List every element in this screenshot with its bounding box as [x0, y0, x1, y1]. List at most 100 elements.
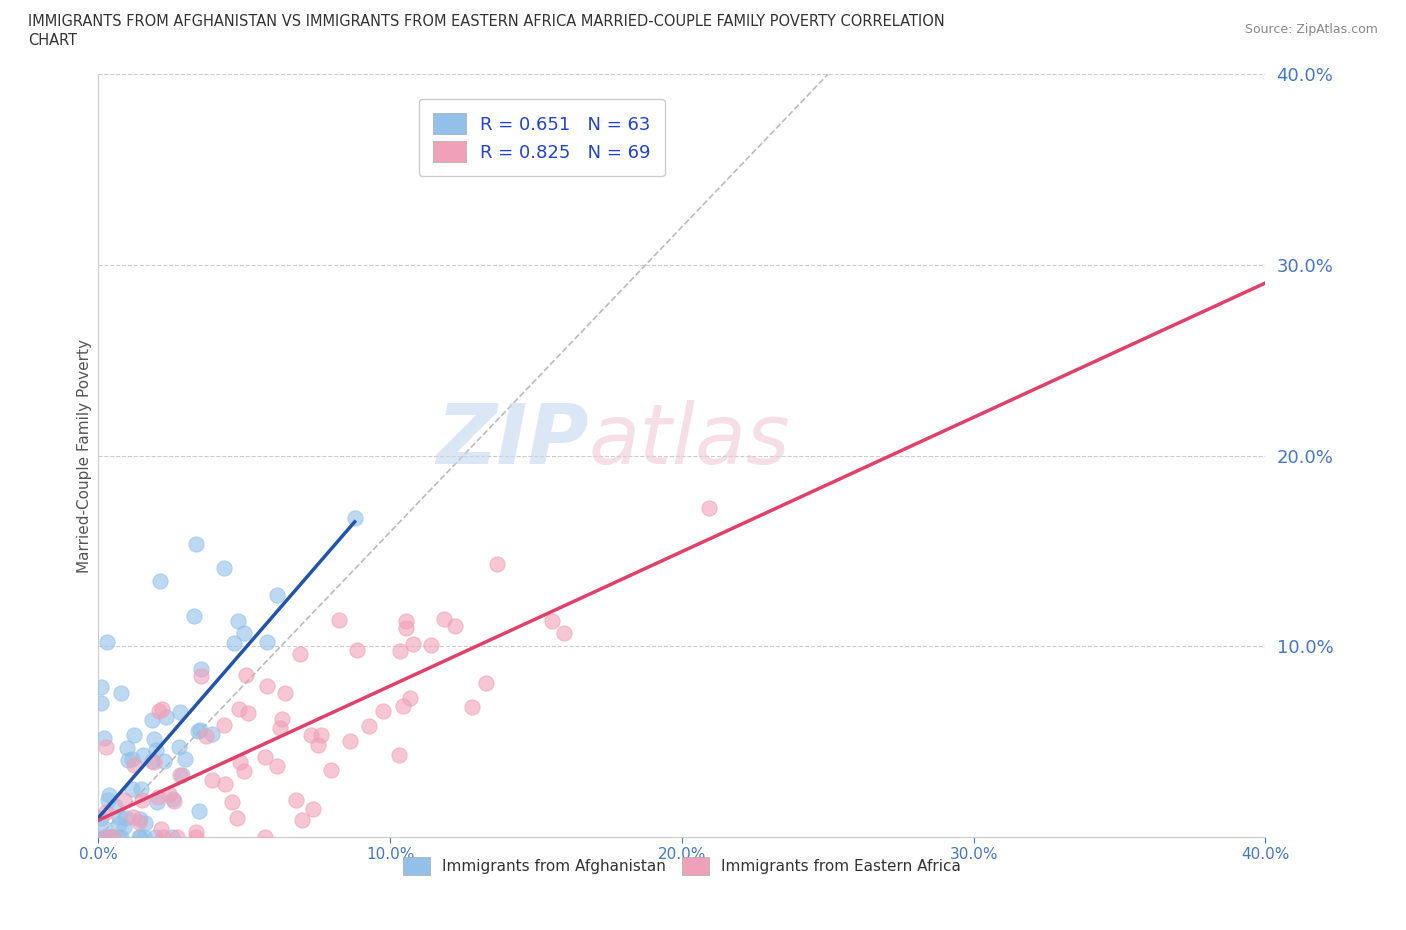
- Point: [122, 727, 145, 742]
- Point: [132, 830, 155, 844]
- Point: [201, 773, 224, 788]
- Point: [392, 698, 415, 713]
- Point: [162, 791, 184, 806]
- Point: [184, 830, 207, 844]
- Point: [148, 703, 170, 718]
- Point: [93, 820, 115, 835]
- Point: [169, 705, 191, 720]
- Point: [146, 794, 169, 809]
- Point: [270, 711, 292, 726]
- Point: [236, 706, 259, 721]
- Point: [100, 830, 122, 844]
- Point: [129, 811, 152, 826]
- Point: [184, 537, 207, 551]
- Point: [124, 758, 146, 773]
- Point: [131, 792, 153, 807]
- Point: [285, 792, 308, 807]
- Point: [170, 767, 193, 782]
- Point: [253, 750, 276, 764]
- Point: [121, 751, 143, 766]
- Point: [388, 748, 411, 763]
- Point: [90, 680, 112, 695]
- Point: [98, 830, 121, 844]
- Point: [319, 763, 342, 777]
- Point: [90, 696, 112, 711]
- Point: [475, 676, 498, 691]
- Point: [233, 625, 256, 640]
- Point: [100, 830, 122, 844]
- Point: [399, 690, 422, 705]
- Point: [212, 561, 235, 576]
- Point: [122, 810, 145, 825]
- Point: [233, 764, 256, 778]
- Point: [187, 804, 209, 818]
- Point: [388, 644, 411, 658]
- Point: [311, 727, 333, 742]
- Point: [166, 830, 188, 844]
- Point: [115, 740, 138, 755]
- Point: [371, 703, 394, 718]
- Point: [226, 613, 249, 628]
- Point: [163, 794, 186, 809]
- Point: [94, 830, 117, 844]
- Point: [142, 732, 165, 747]
- Point: [110, 685, 132, 700]
- Point: [167, 740, 190, 755]
- Point: [184, 824, 207, 839]
- Point: [221, 794, 243, 809]
- Point: [129, 830, 152, 844]
- Point: [461, 700, 484, 715]
- Point: [104, 799, 127, 814]
- Text: Source: ZipAtlas.com: Source: ZipAtlas.com: [1244, 23, 1378, 36]
- Text: CHART: CHART: [28, 33, 77, 47]
- Point: [433, 611, 456, 626]
- Point: [339, 734, 361, 749]
- Point: [141, 754, 163, 769]
- Point: [201, 726, 224, 741]
- Point: [96, 634, 118, 649]
- Point: [190, 669, 212, 684]
- Point: [94, 739, 117, 754]
- Text: IMMIGRANTS FROM AFGHANISTAN VS IMMIGRANTS FROM EASTERN AFRICA MARRIED-COUPLE FAM: IMMIGRANTS FROM AFGHANISTAN VS IMMIGRANT…: [28, 14, 945, 29]
- Point: [131, 782, 153, 797]
- Point: [253, 830, 276, 844]
- Point: [183, 608, 205, 623]
- Point: [117, 752, 139, 767]
- Point: [153, 754, 176, 769]
- Point: [90, 810, 112, 825]
- Point: [103, 830, 125, 844]
- Point: [97, 793, 120, 808]
- Point: [256, 635, 278, 650]
- Point: [291, 812, 314, 827]
- Point: [359, 719, 381, 734]
- Point: [97, 788, 120, 803]
- Point: [212, 717, 235, 732]
- Point: [187, 724, 209, 738]
- Point: [307, 737, 329, 752]
- Y-axis label: Married-Couple Family Poverty: Married-Couple Family Poverty: [77, 339, 91, 573]
- Point: [485, 556, 508, 571]
- Point: [143, 754, 166, 769]
- Point: [149, 821, 172, 836]
- Point: [541, 614, 564, 629]
- Point: [112, 792, 135, 807]
- Point: [288, 647, 311, 662]
- Point: [402, 636, 425, 651]
- Point: [444, 618, 467, 633]
- Point: [155, 710, 177, 724]
- Point: [190, 723, 212, 737]
- Point: [299, 727, 322, 742]
- Point: [160, 830, 183, 844]
- Point: [235, 668, 257, 683]
- Point: [269, 721, 291, 736]
- Point: [143, 830, 166, 844]
- Point: [112, 819, 135, 834]
- Point: [697, 500, 720, 515]
- Point: [224, 636, 246, 651]
- Point: [145, 743, 167, 758]
- Point: [395, 620, 418, 635]
- Point: [266, 759, 288, 774]
- Point: [214, 777, 236, 791]
- Point: [149, 573, 172, 588]
- Point: [121, 781, 143, 796]
